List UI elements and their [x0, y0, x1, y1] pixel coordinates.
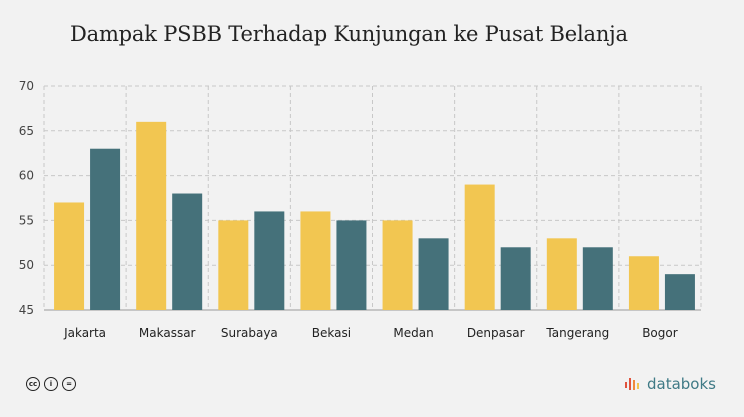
bar-bogor-series-2[interactable]: [664, 274, 695, 310]
x-tick-label: Jakarta: [63, 326, 106, 340]
x-tick-label: Tangerang: [545, 326, 609, 340]
license-icons: cc i =: [26, 377, 76, 391]
bars: [54, 121, 695, 310]
cc-icon: cc: [26, 377, 40, 391]
x-axis-ticks: Jakarta Makassar Surabaya Bekasi Medan Denpas…: [63, 326, 678, 340]
bar-bogor-series-1[interactable]: [628, 256, 659, 310]
x-tick-label: Bogor: [642, 326, 678, 340]
bar-surabaya-series-1[interactable]: [218, 220, 249, 310]
brand-name: databoks: [647, 375, 716, 393]
bar-denpasar-series-1[interactable]: [464, 184, 495, 310]
y-tick-label: 70: [19, 79, 34, 93]
databoks-bars-icon: [625, 378, 639, 390]
x-tick-label: Surabaya: [221, 326, 278, 340]
bar-tangerang-series-2[interactable]: [582, 247, 613, 310]
y-tick-label: 60: [19, 169, 34, 183]
nd-icon: =: [62, 377, 76, 391]
x-tick-label: Bekasi: [312, 326, 351, 340]
y-tick-label: 55: [19, 213, 34, 227]
bar-makassar-series-2[interactable]: [172, 193, 203, 310]
y-tick-label: 45: [19, 303, 34, 317]
x-tick-label: Denpasar: [467, 326, 525, 340]
bar-jakarta-series-1[interactable]: [54, 202, 85, 310]
bar-bekasi-series-2[interactable]: [336, 220, 367, 310]
bar-medan-series-2[interactable]: [418, 238, 449, 310]
bar-medan-series-1[interactable]: [382, 220, 413, 310]
y-axis-ticks: 45 50 55 60 65 70: [19, 79, 34, 317]
bar-tangerang-series-1[interactable]: [546, 238, 577, 310]
databoks-logo[interactable]: databoks: [624, 375, 716, 393]
y-tick-label: 65: [19, 124, 34, 138]
bar-surabaya-series-2[interactable]: [254, 211, 285, 310]
bar-makassar-series-1[interactable]: [136, 121, 167, 310]
bar-denpasar-series-2[interactable]: [500, 247, 531, 310]
y-tick-label: 50: [19, 258, 34, 272]
bar-jakarta-series-2[interactable]: [90, 148, 121, 310]
by-icon: i: [44, 377, 58, 391]
bar-bekasi-series-1[interactable]: [300, 211, 331, 310]
x-tick-label: Makassar: [139, 326, 196, 340]
x-tick-label: Medan: [393, 326, 433, 340]
chart-title: Dampak PSBB Terhadap Kunjungan ke Pusat …: [70, 22, 628, 46]
